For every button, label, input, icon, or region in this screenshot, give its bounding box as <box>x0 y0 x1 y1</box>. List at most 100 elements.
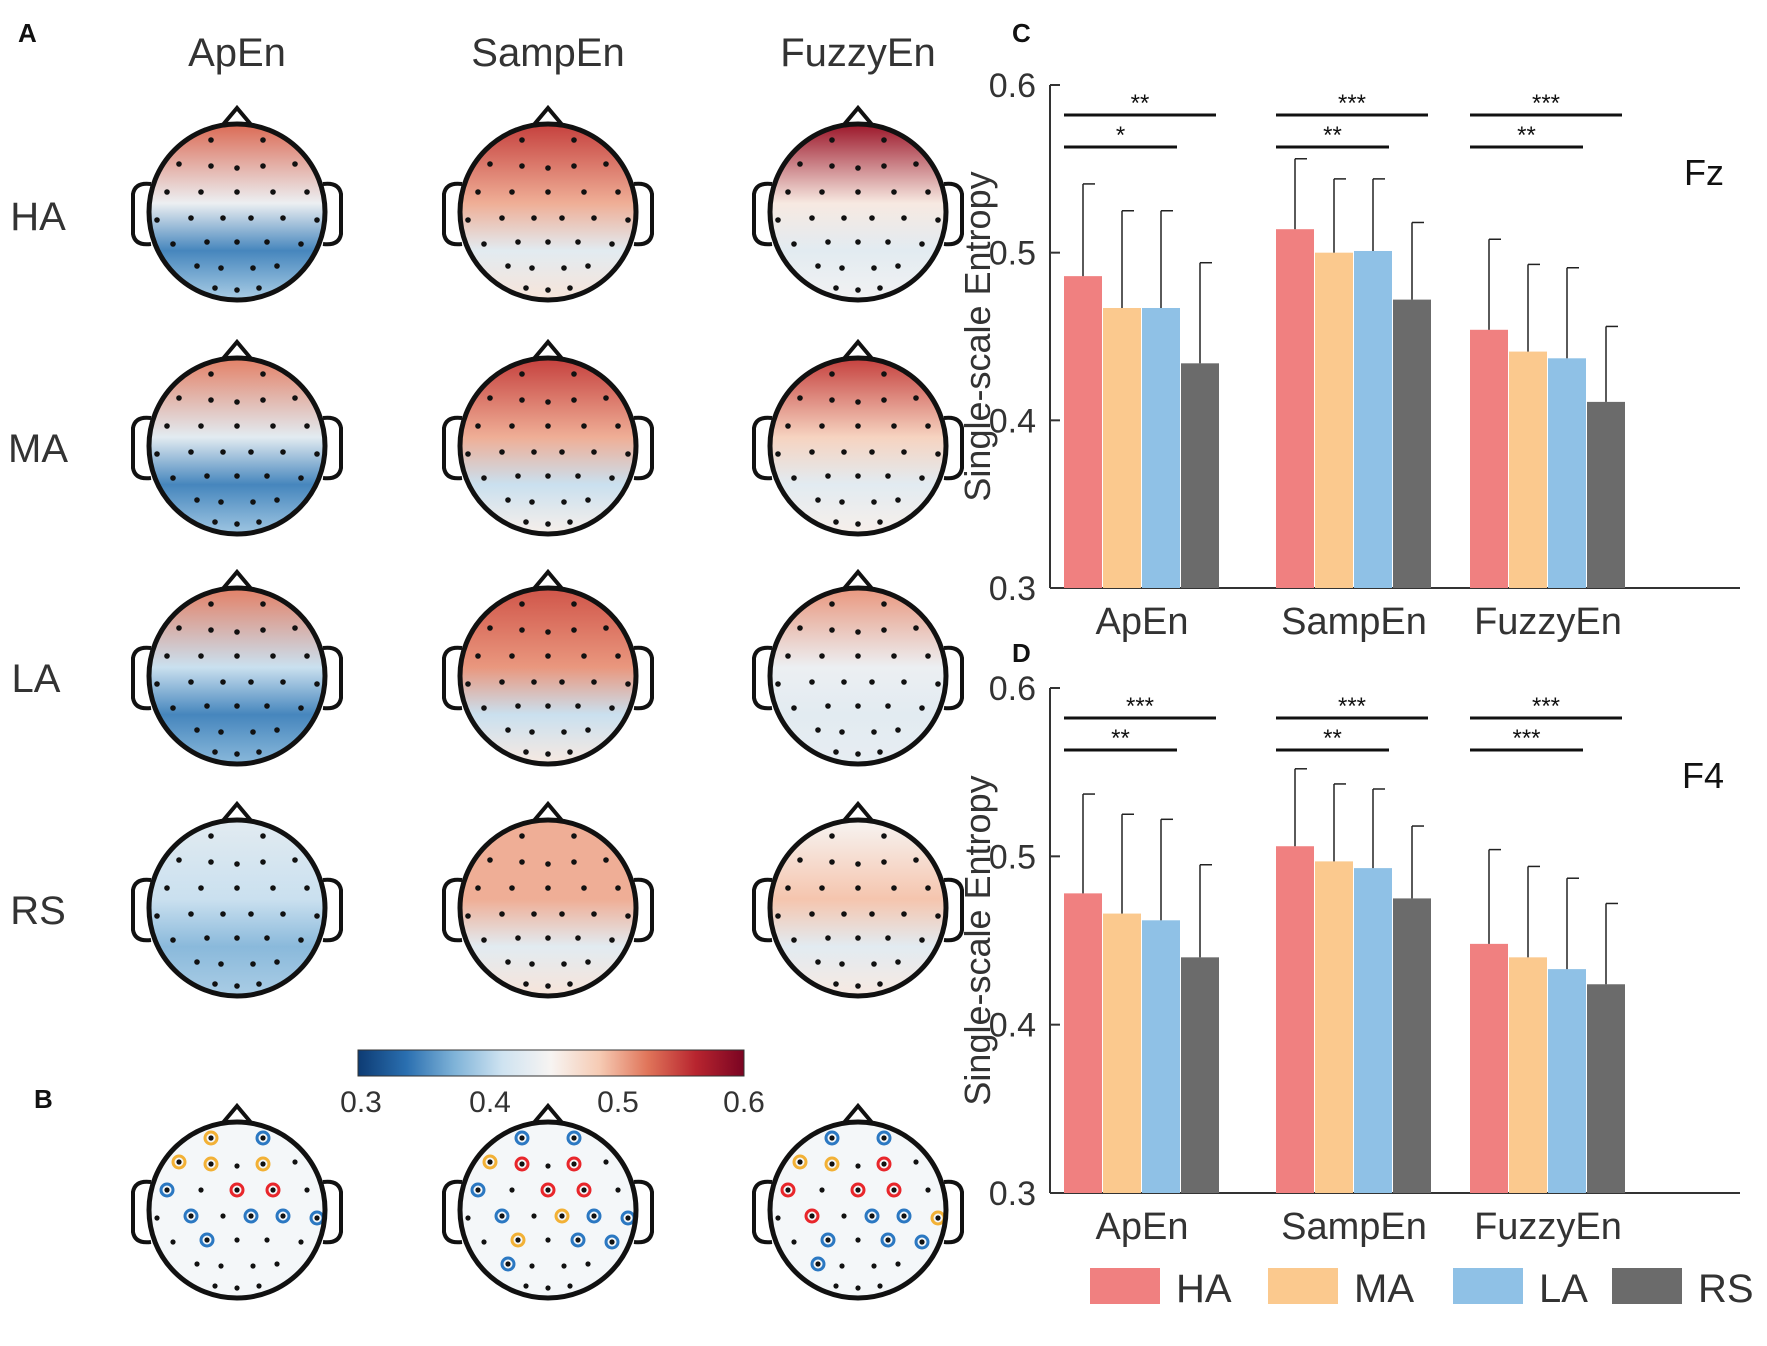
electrode <box>270 1187 276 1193</box>
electrode <box>869 449 875 455</box>
electrode <box>298 241 304 247</box>
head-ear <box>943 645 964 711</box>
electrode <box>791 241 797 247</box>
electrode <box>585 1261 591 1267</box>
electrode <box>855 287 861 293</box>
y-tick-label: 0.4 <box>989 1007 1036 1045</box>
electrode <box>855 1163 861 1169</box>
electrode <box>475 885 481 891</box>
electrode <box>523 1283 529 1289</box>
electrode <box>509 653 515 659</box>
significance-stars: * <box>1116 122 1125 149</box>
electrode <box>499 911 505 917</box>
electrode <box>775 451 781 457</box>
electrode <box>545 935 551 941</box>
electrode <box>208 833 214 839</box>
topomap-rs-fuzzyen <box>752 800 964 999</box>
electrode <box>545 189 551 195</box>
electrode <box>839 499 845 505</box>
panel-letter-d: D <box>1012 638 1031 668</box>
electrode <box>561 1263 567 1269</box>
y-tick-label: 0.6 <box>989 67 1036 105</box>
bar-ma-apen <box>1103 913 1141 1193</box>
electrode <box>877 749 883 755</box>
head-ear <box>943 415 964 481</box>
electrode <box>531 911 537 917</box>
electrode <box>809 449 815 455</box>
electrode <box>170 937 176 943</box>
electrode <box>829 137 835 143</box>
electrode <box>260 833 266 839</box>
significant-electrode-blue <box>275 1208 291 1224</box>
electrode <box>256 519 262 525</box>
significant-electrode-yellow <box>554 1208 570 1224</box>
electrode <box>304 653 310 659</box>
electrode <box>855 399 861 405</box>
electrode <box>298 937 304 943</box>
electrode <box>935 681 941 687</box>
electrode <box>529 265 535 271</box>
topomap-la-fuzzyen <box>752 568 964 767</box>
head-outline <box>146 355 328 537</box>
bar-chart-f4: 0.3 0.4 0.5 0.6 Single-scale Entropy F4 ApEn **… <box>957 670 1740 1248</box>
significant-electrode-red <box>576 1182 592 1198</box>
electrode <box>154 217 160 223</box>
electrode <box>270 653 276 659</box>
electrode <box>234 521 240 527</box>
legend: HA MA LA RS <box>1090 1267 1754 1311</box>
electrode <box>545 287 551 293</box>
panel-letter-c: C <box>1012 18 1031 48</box>
bar-ha-fuzzyen <box>1470 329 1508 588</box>
electrode <box>270 189 276 195</box>
electrode <box>881 1161 887 1167</box>
electrode <box>505 263 511 269</box>
electrode <box>519 833 525 839</box>
electrode <box>487 857 493 863</box>
bar-ha-apen <box>1064 276 1102 588</box>
electrode <box>797 1159 803 1165</box>
significant-electrode-blue <box>570 1232 586 1248</box>
significant-electrode-yellow <box>171 1154 187 1170</box>
significant-electrode-blue <box>500 1256 516 1272</box>
electrode <box>791 475 797 481</box>
electrode <box>567 1283 573 1289</box>
electrode <box>885 935 891 941</box>
electrode <box>154 913 160 919</box>
electrode <box>895 959 901 965</box>
electrode <box>304 423 310 429</box>
electrode <box>819 885 825 891</box>
electrode <box>625 681 631 687</box>
head-fill <box>770 358 946 534</box>
bar-la-apen <box>1142 920 1180 1193</box>
electrode <box>164 885 170 891</box>
head-fill <box>149 358 325 534</box>
electrode <box>234 189 240 195</box>
electrode <box>585 727 591 733</box>
electrode <box>531 449 537 455</box>
electrode <box>274 263 280 269</box>
electrode <box>515 239 521 245</box>
head-ear <box>442 877 463 943</box>
y-tick-label: 0.6 <box>989 670 1036 708</box>
electrode <box>260 371 266 377</box>
electrode <box>881 859 887 865</box>
bar-rs-fuzzyen <box>1587 401 1625 588</box>
electrode <box>545 1285 551 1291</box>
head-fill <box>460 588 636 764</box>
electrode <box>298 705 304 711</box>
electrode <box>841 215 847 221</box>
electrode <box>208 371 214 377</box>
electrode <box>465 913 471 919</box>
electrode <box>839 265 845 271</box>
electrode <box>855 189 861 195</box>
electrode <box>188 911 194 917</box>
electrode <box>529 1263 535 1269</box>
electrode <box>170 241 176 247</box>
electrode <box>234 983 240 989</box>
electrode <box>581 189 587 195</box>
electrode <box>248 911 254 917</box>
head-ear <box>752 1179 773 1245</box>
electrode <box>825 1237 831 1243</box>
head-outline <box>146 585 328 767</box>
x-category-label: FuzzyEn <box>1474 601 1622 643</box>
